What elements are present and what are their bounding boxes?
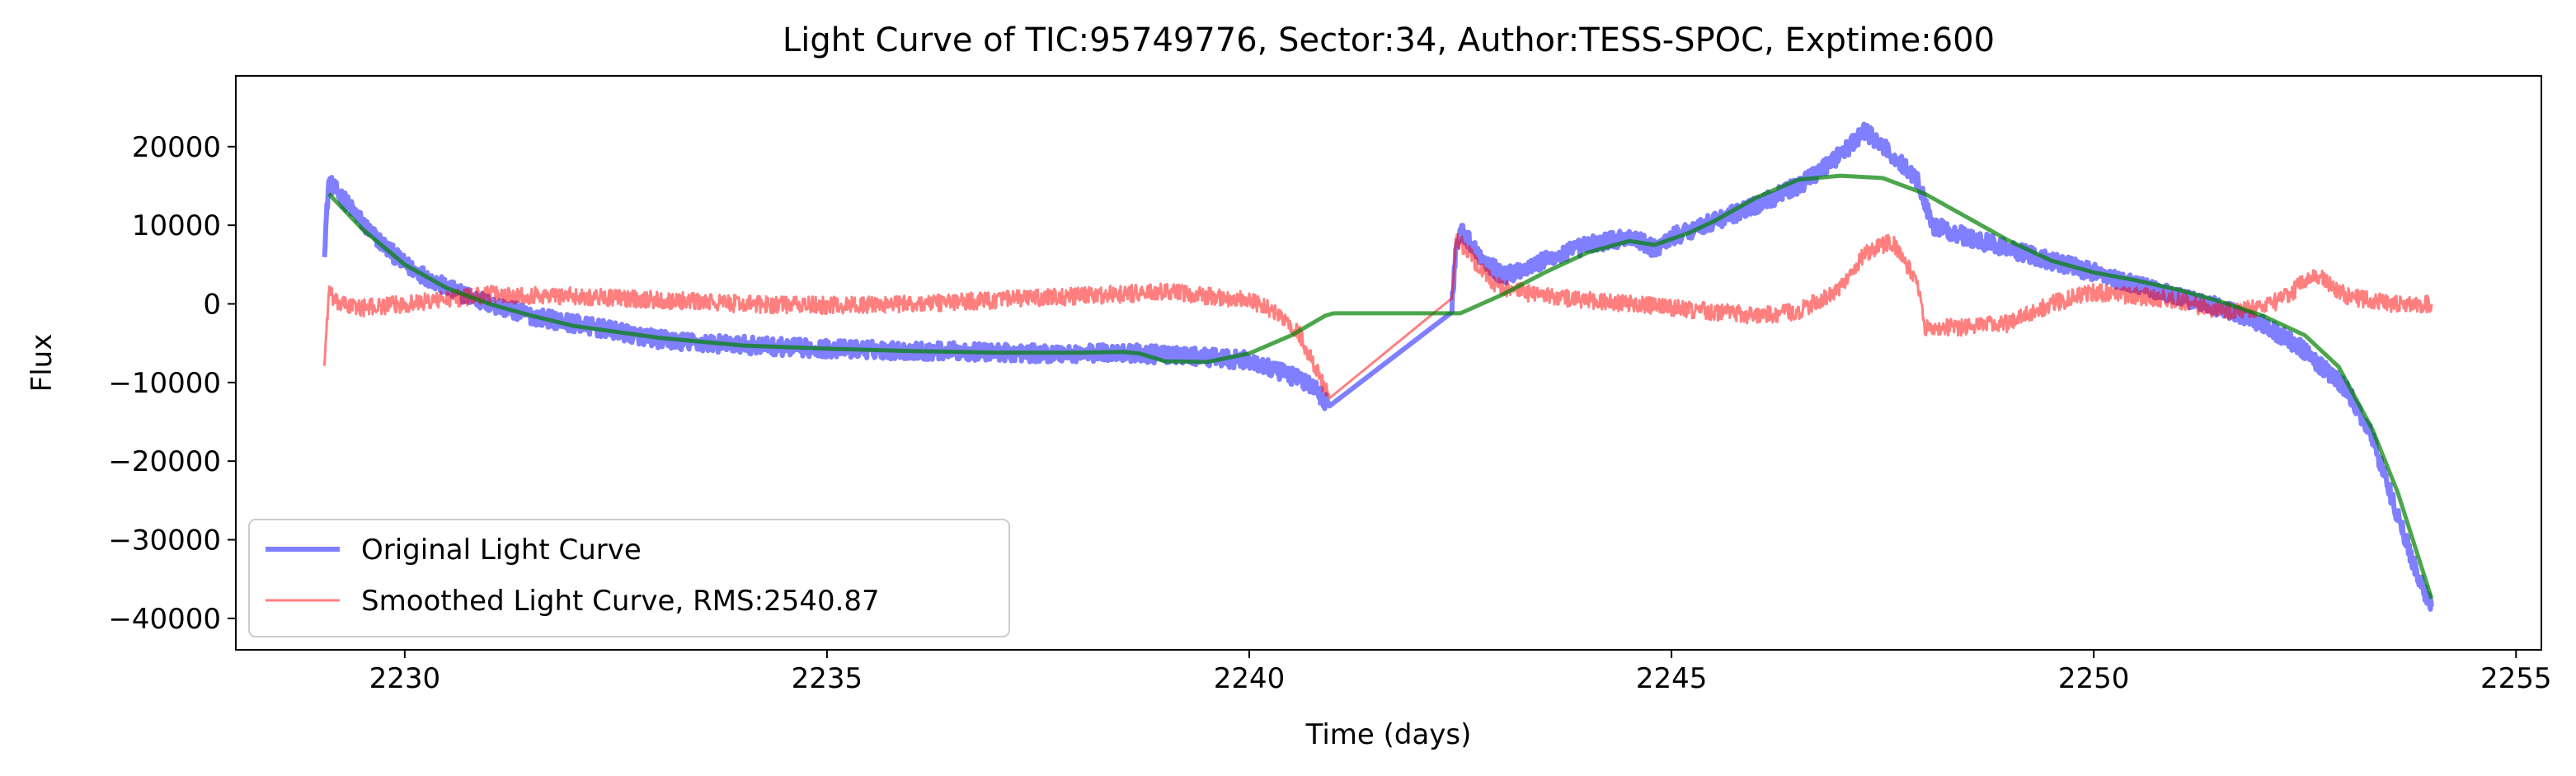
x-tick-label: 2255 <box>2480 662 2552 695</box>
chart-title: Light Curve of TIC:95749776, Sector:34, … <box>783 21 1995 59</box>
y-tick-label: −30000 <box>108 524 221 557</box>
y-tick-label: −40000 <box>108 603 221 636</box>
y-axis: −40000 −30000 −20000 −10000 0 10000 20000 <box>108 131 236 636</box>
x-axis-label: Time (days) <box>1305 718 1472 751</box>
x-tick-label: 2230 <box>369 662 441 695</box>
plot-frame <box>235 75 2542 651</box>
y-tick-label: 0 <box>203 288 221 321</box>
y-tick-label: 20000 <box>132 131 221 164</box>
series-fit-curve <box>327 173 2434 600</box>
x-tick-label: 2245 <box>1636 662 1708 695</box>
y-axis-label: Flux <box>26 334 59 393</box>
legend-label-smoothed: Smoothed Light Curve, RMS:2540.87 <box>361 585 880 618</box>
y-tick-label: −10000 <box>108 367 221 400</box>
legend: Original Light Curve Smoothed Light Curv… <box>248 519 1010 637</box>
x-axis: 2230 2235 2240 2245 2250 2255 <box>369 650 2552 695</box>
legend-box <box>248 519 1010 637</box>
x-tick-label: 2235 <box>792 662 863 695</box>
x-tick-label: 2250 <box>2058 662 2130 695</box>
x-tick-label: 2240 <box>1214 662 1286 695</box>
y-tick-label: 10000 <box>132 209 221 242</box>
y-tick-label: −20000 <box>108 445 221 478</box>
series-smoothed-light-curve <box>323 233 2433 400</box>
legend-label-original: Original Light Curve <box>361 534 642 567</box>
plot-area <box>322 121 2434 612</box>
